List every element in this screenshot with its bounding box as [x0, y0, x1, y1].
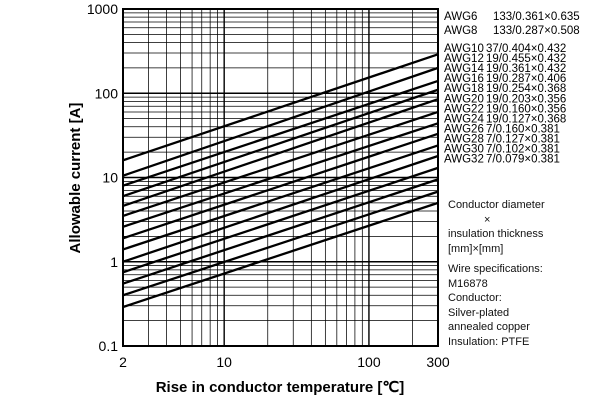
legend-name-awg28: AWG28 — [444, 133, 484, 145]
legend-spec-awg8: 133/0.287×0.508 — [493, 25, 580, 37]
series-line-awg8 — [122, 66, 439, 177]
note-line: × — [484, 213, 491, 226]
series-line-awg26 — [122, 166, 439, 274]
series-line-awg14 — [122, 98, 439, 208]
series-line-awg6 — [122, 53, 439, 162]
legend-name-awg12: AWG12 — [444, 53, 484, 65]
series-line-awg16 — [122, 110, 439, 218]
legend-name-awg8: AWG8 — [444, 25, 477, 37]
series-line-awg32 — [122, 201, 439, 309]
legend-name-awg24: AWG24 — [444, 113, 484, 125]
note-line: Silver-plated — [448, 306, 510, 319]
y-tick-label: 1 — [110, 254, 118, 270]
series-line-awg12 — [122, 88, 439, 198]
legend-name-awg16: AWG16 — [444, 73, 484, 85]
legend-name-awg20: AWG20 — [444, 93, 484, 105]
series-line-awg24 — [122, 154, 439, 263]
plot-frame — [122, 8, 439, 347]
legend-spec-awg32: 7/0.079×0.381 — [486, 154, 560, 166]
conductor-dimension-note: Conductor diameter × insulation thicknes… — [448, 198, 545, 256]
y-tick-label: 0.1 — [99, 338, 119, 354]
legend-name-awg30: AWG30 — [444, 144, 484, 156]
legend-spec-awg28: 7/0.127×0.381 — [486, 133, 560, 145]
legend-spec-awg16: 19/0.287×0.406 — [486, 73, 566, 85]
series-line-awg20 — [122, 132, 439, 240]
legend-name-awg22: AWG22 — [444, 103, 484, 115]
x-tick-label: 300 — [426, 354, 450, 370]
y-tick-label: 100 — [95, 85, 119, 101]
legend-spec-awg20: 19/0.203×0.356 — [486, 93, 566, 105]
legend-spec-awg26: 7/0.160×0.381 — [486, 123, 560, 135]
legend-spec-awg30: 7/0.102×0.381 — [486, 144, 560, 156]
x-tick-label: 100 — [357, 354, 381, 370]
legend-name-awg6: AWG6 — [444, 11, 477, 23]
legend-name-awg10: AWG10 — [444, 43, 484, 55]
note-line: Insulation: PTFE — [448, 335, 530, 348]
legend-spec-awg10: 37/0.404×0.432 — [486, 43, 566, 55]
series-line-awg10 — [122, 79, 439, 187]
legend-spec-awg14: 19/0.361×0.432 — [486, 63, 566, 75]
note-line: Wire specifications: — [448, 263, 543, 275]
note-line: Conductor: — [448, 292, 502, 304]
legend-name-awg14: AWG14 — [444, 63, 484, 75]
legend-spec-awg18: 19/0.254×0.368 — [486, 83, 566, 95]
legend-name-awg32: AWG32 — [444, 154, 484, 166]
x-tick-label: 2 — [119, 354, 127, 370]
wire-spec-note: Wire specifications: M16878 Conductor: S… — [448, 262, 543, 349]
legend: AWG6 133/0.361×0.635 AWG8 133/0.287×0.508 AW… — [444, 11, 580, 166]
series-line-awg22 — [122, 144, 439, 251]
note-line: [mm]×[mm] — [448, 242, 504, 255]
y-tick-label: 10 — [102, 170, 118, 186]
legend-spec-awg22: 19/0.160×0.356 — [486, 103, 566, 115]
note-line: M16878 — [448, 277, 488, 290]
legend-name-awg26: AWG26 — [444, 123, 484, 135]
x-axis-title: Rise in conductor temperature [℃] — [156, 379, 405, 396]
y-tick-labels: 0.1 1 10 100 1000 — [87, 1, 118, 354]
note-line: Conductor diameter — [448, 199, 545, 211]
grid — [123, 9, 438, 346]
legend-spec-awg24: 19/0.127×0.368 — [486, 113, 566, 125]
series-line-awg30 — [122, 190, 439, 297]
series-lines — [122, 53, 439, 309]
legend-name-awg18: AWG18 — [444, 83, 484, 95]
series-line-awg28 — [122, 178, 439, 285]
x-tick-labels: 2 10 100 300 — [119, 354, 450, 370]
y-tick-label: 1000 — [87, 1, 118, 17]
series-line-awg18 — [122, 122, 439, 228]
legend-spec-awg12: 19/0.455×0.432 — [486, 53, 566, 65]
x-tick-label: 10 — [216, 354, 232, 370]
y-axis-title: Allowable current [A] — [67, 103, 84, 254]
note-line: insulation thickness — [448, 228, 544, 240]
legend-spec-awg6: 133/0.361×0.635 — [493, 11, 580, 23]
note-line: annealed copper — [448, 321, 530, 333]
